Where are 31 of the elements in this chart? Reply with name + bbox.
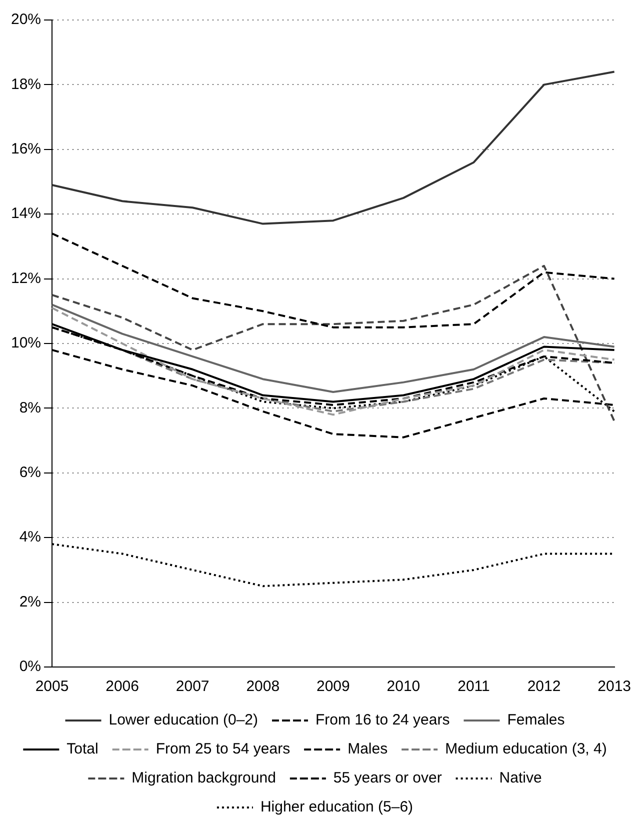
x-tick-label: 2009 bbox=[316, 678, 350, 696]
y-tick-label: 18% bbox=[10, 76, 42, 93]
legend-label: From 16 to 24 years bbox=[316, 712, 450, 729]
legend-label: Medium education (3, 4) bbox=[445, 740, 607, 758]
x-tick-label: 2008 bbox=[246, 678, 280, 696]
y-tick-label: 12% bbox=[10, 270, 42, 287]
x-tick-label: 2011 bbox=[458, 678, 490, 696]
x-tick-label: 2006 bbox=[106, 678, 139, 696]
y-tick-label: 6% bbox=[19, 464, 42, 482]
legend-label: Males bbox=[348, 740, 388, 758]
x-tick-label: 2013 bbox=[598, 678, 632, 696]
y-tick-label: 8% bbox=[19, 399, 42, 416]
legend-label: From 25 to 54 years bbox=[156, 740, 290, 758]
y-tick-label: 16% bbox=[10, 140, 42, 158]
y-tick-label: 20% bbox=[10, 11, 42, 28]
legend-label: 55 years or over bbox=[333, 770, 442, 787]
legend-label: Higher education (5–6) bbox=[260, 798, 414, 816]
y-tick-label: 10% bbox=[10, 334, 42, 352]
x-tick-label: 2007 bbox=[176, 678, 210, 696]
x-tick-label: 2005 bbox=[35, 678, 69, 696]
y-tick-label: 14% bbox=[10, 205, 42, 222]
legend-label: Total bbox=[66, 740, 98, 758]
y-tick-label: 0% bbox=[19, 658, 42, 676]
legend-label: Migration background bbox=[132, 770, 276, 787]
x-tick-label: 2012 bbox=[527, 678, 561, 696]
legend-label: Native bbox=[499, 770, 542, 787]
y-tick-label: 2% bbox=[19, 593, 42, 610]
legend-label: Lower education (0–2) bbox=[108, 712, 258, 729]
legend-label: Females bbox=[507, 712, 565, 729]
x-tick-label: 2010 bbox=[386, 678, 420, 696]
y-tick-label: 4% bbox=[19, 528, 42, 546]
